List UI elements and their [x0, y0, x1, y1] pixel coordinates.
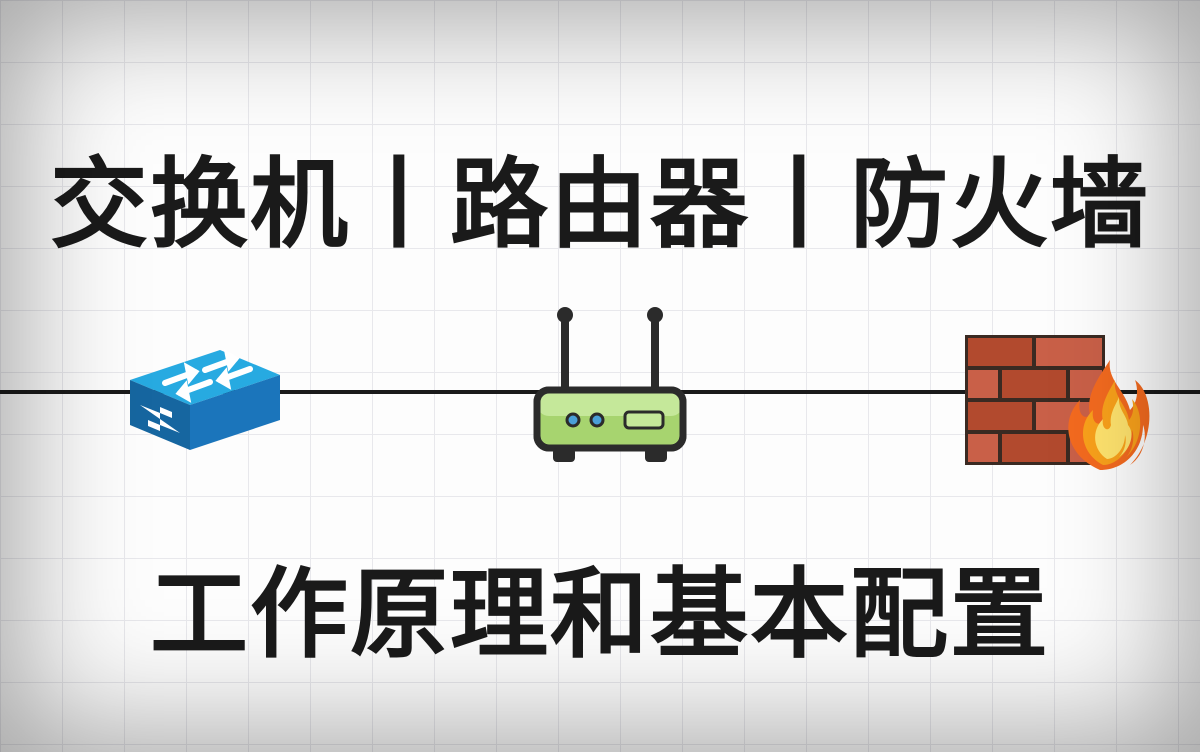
title-row: 交换机丨路由器丨防火墙: [0, 125, 1200, 267]
title-item-switch: 交换机: [50, 149, 350, 259]
title-item-router: 路由器: [450, 149, 750, 259]
subtitle-row: 工作原理和基本配置: [0, 535, 1200, 677]
router-icon: [525, 300, 695, 485]
subtitle-text: 工作原理和基本配置: [150, 559, 1050, 669]
title-separator: 丨: [350, 149, 450, 259]
firewall-icon: [960, 315, 1150, 490]
title-item-firewall: 防火墙: [850, 149, 1150, 259]
switch-icon: [110, 325, 300, 480]
title-separator: 丨: [750, 149, 850, 259]
